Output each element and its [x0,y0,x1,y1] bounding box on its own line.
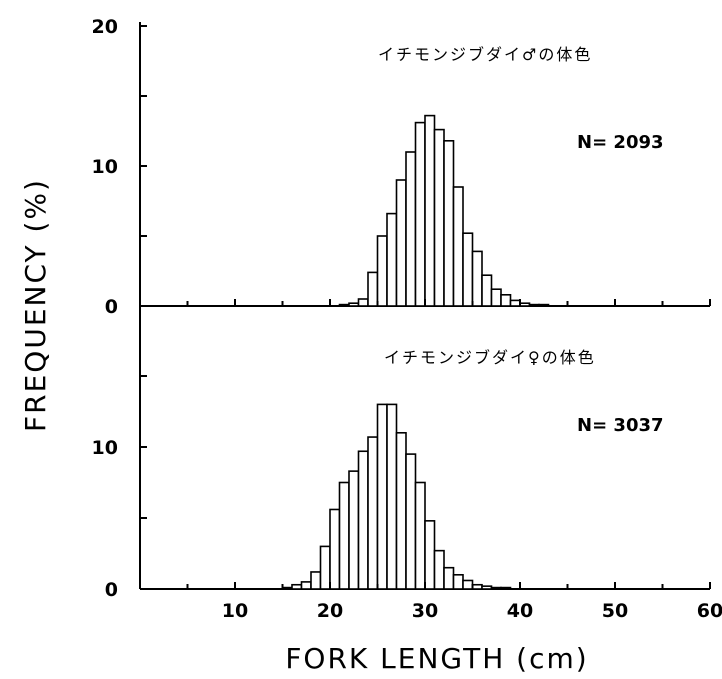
male-bar [367,271,379,307]
female-bar [367,436,379,590]
female-bar [471,583,483,590]
female-bar [462,579,474,590]
male-histogram-panel: イチモンジブダイ♂の体色 N= 2093 0 10 20 [92,16,711,318]
male-bar [414,121,426,307]
female-x-tick-label: 20 [317,600,343,622]
female-x-tick-label: 10 [222,600,248,622]
female-x-tick-label: 50 [602,600,628,622]
female-x-tick-label: 30 [412,600,438,622]
female-bar [500,586,512,590]
male-bar [528,303,540,307]
male-bar [481,274,493,307]
male-y-tick-label: 0 [105,296,118,318]
male-bar [538,303,550,307]
y-axis-title: FREQUENCY (%) [19,178,52,432]
female-bar [338,481,350,590]
male-bar [405,151,417,307]
female-bar [452,573,464,590]
male-y-tick-label: 20 [92,16,118,38]
male-bar [395,179,407,307]
female-bar [291,583,303,590]
female-bar [357,450,369,590]
female-x-tick-label: 40 [507,600,533,622]
female-sample-size: N= 3037 [577,415,664,436]
female-bar [414,481,426,590]
x-axis-title: FORK LENGTH (cm) [285,642,588,675]
female-bar [405,453,417,590]
male-bars [338,114,550,307]
male-ticks: 0 10 20 [92,16,711,318]
male-bar [338,303,350,307]
male-bar [452,186,464,307]
female-bars [281,403,512,590]
female-bar [395,431,407,590]
male-bar [424,114,436,307]
female-bar [348,470,360,590]
female-panel-title: イチモンジブダイ♀の体色 [384,348,596,367]
male-bar [433,128,445,307]
female-bar [300,581,312,590]
female-bar [433,549,445,590]
male-bar [509,299,521,307]
female-bar [329,508,341,590]
male-bar [462,232,474,307]
male-bar [500,293,512,307]
male-bar [519,302,531,307]
male-bar [490,288,502,307]
female-bar [443,566,455,590]
female-bar [490,586,502,590]
female-bar [319,545,331,590]
female-x-tick-label: 60 [697,600,722,622]
female-bar [310,571,322,590]
female-bar [481,585,493,590]
female-y-tick-label: 10 [92,437,118,459]
male-bar [386,212,398,307]
male-bar [471,250,483,307]
male-bar [376,235,388,307]
female-bar [376,403,388,590]
female-y-tick-label: 0 [105,579,118,601]
female-bar [386,403,398,590]
male-sample-size: N= 2093 [577,132,664,153]
female-histogram-panel: イチモンジブダイ♀の体色 N= 3037 0 10 10 20 30 40 50 60 [92,307,722,622]
female-bar [281,586,293,590]
male-bar [348,302,360,307]
female-ticks: 0 10 10 20 30 40 50 60 [92,375,722,622]
male-panel-title: イチモンジブダイ♂の体色 [378,45,592,64]
male-y-tick-label: 10 [92,156,118,178]
male-bar [443,140,455,307]
male-bar [357,298,369,307]
female-bar [424,520,436,590]
